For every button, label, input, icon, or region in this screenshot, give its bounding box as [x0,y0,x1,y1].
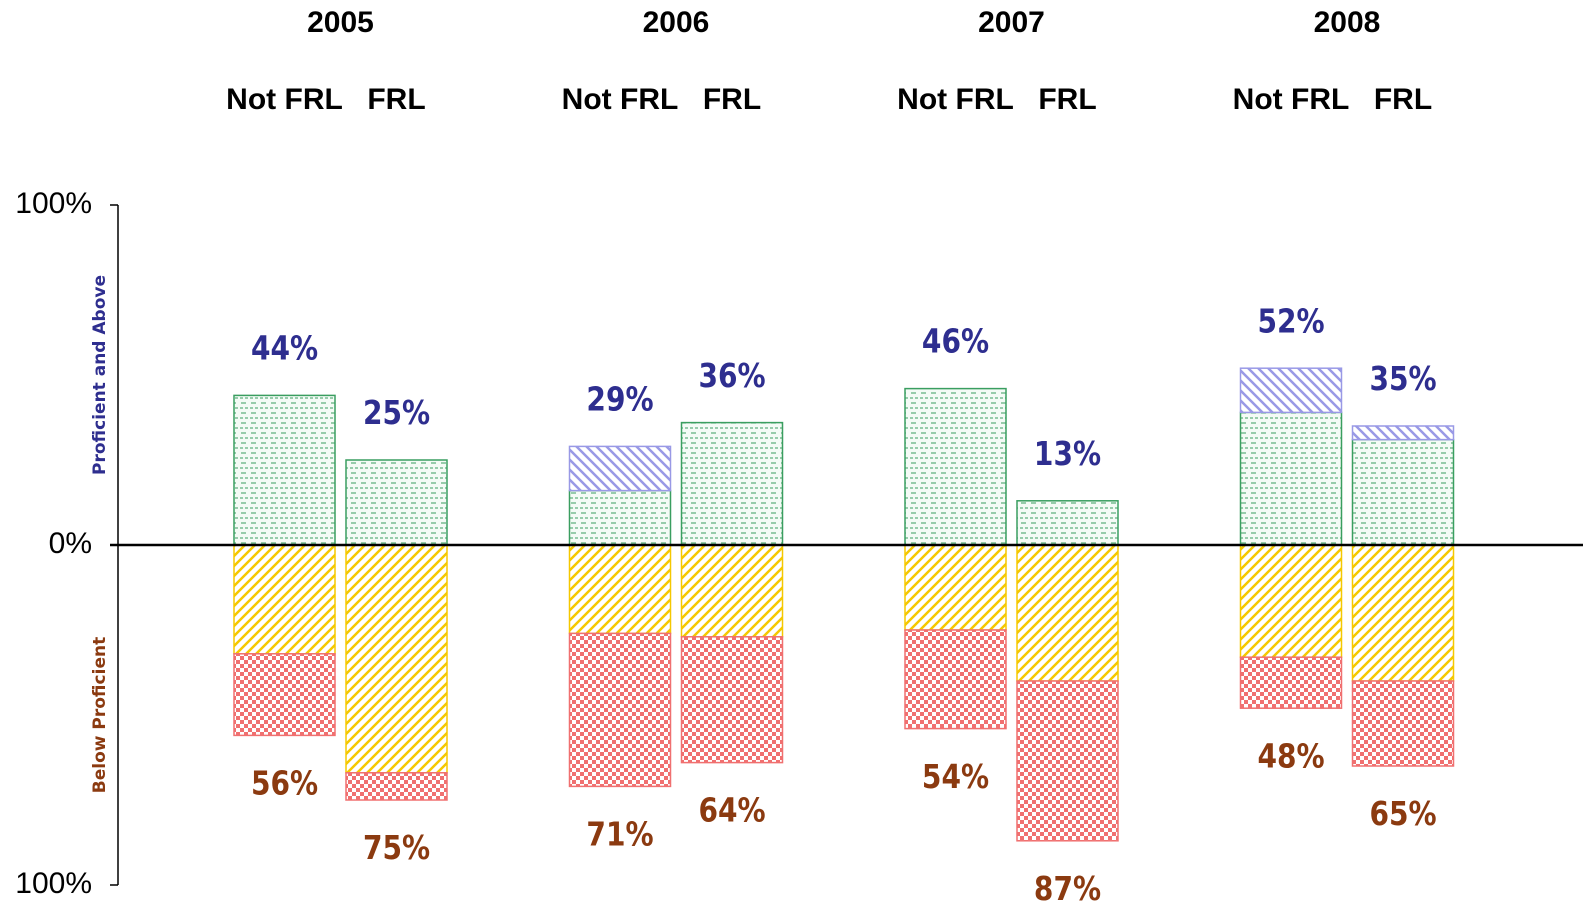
bar-segment [1016,680,1119,842]
bar-segment [1239,367,1343,414]
bar-segment [1016,544,1119,682]
group-label: 2006 [643,6,710,39]
bar-segment [1351,680,1455,767]
category-label: FRL [1374,83,1432,116]
data-label-below: 65% [1369,796,1436,834]
data-label-above: 44% [251,330,318,368]
y-tick-label: 0% [49,527,92,560]
data-label-above: 13% [1034,436,1101,474]
bar-segment [233,394,336,546]
category-label: Not FRL [1233,83,1350,116]
data-label-below: 56% [251,765,318,803]
bar-segment [680,636,784,764]
bar-segment [568,489,672,546]
group-label: 2005 [307,6,374,39]
bar-segment [233,653,336,737]
bar-segment [345,459,448,546]
data-label-above: 52% [1257,303,1324,341]
bar-segment [904,629,1007,730]
bar-segment [1239,544,1343,658]
bar-segment [1016,500,1119,546]
data-label-above: 46% [922,324,989,362]
bar-segment [345,544,448,774]
bar-segment [568,632,672,788]
bar-segment [568,544,672,635]
category-label: Not FRL [226,83,343,116]
data-label-below: 75% [363,830,430,868]
category-label: FRL [703,83,761,116]
group-label: 2008 [1314,6,1381,39]
bar-segment [345,772,448,801]
data-label-below: 71% [586,816,653,854]
y-axis-label-below: Below Proficient [90,637,110,793]
bar-segment [1239,656,1343,709]
category-label: FRL [367,83,425,116]
bar-segment [1351,544,1455,682]
category-label: Not FRL [562,83,679,116]
bar-segment [904,387,1007,546]
data-label-below: 54% [922,759,989,797]
group-label: 2007 [978,6,1045,39]
data-label-above: 29% [586,381,653,419]
bar-segment [680,421,784,546]
data-label-below: 48% [1257,738,1324,776]
bar-segment [1239,411,1343,546]
bar-segment [904,544,1007,631]
data-label-below: 64% [698,793,765,831]
bar-segment [680,544,784,638]
bar-segment [1351,438,1455,546]
category-label: FRL [1038,83,1096,116]
bar-segment [233,544,336,655]
data-label-below: 87% [1034,871,1101,909]
bar-segment [1351,425,1455,441]
data-label-above: 25% [363,395,430,433]
data-label-above: 36% [698,358,765,396]
y-tick-label: 100% [15,867,92,900]
y-tick-label: 100% [15,187,92,220]
data-label-above: 35% [1369,361,1436,399]
bar-segment [568,445,672,492]
y-axis-label-above: Proficient and Above [90,275,110,475]
category-label: Not FRL [897,83,1014,116]
